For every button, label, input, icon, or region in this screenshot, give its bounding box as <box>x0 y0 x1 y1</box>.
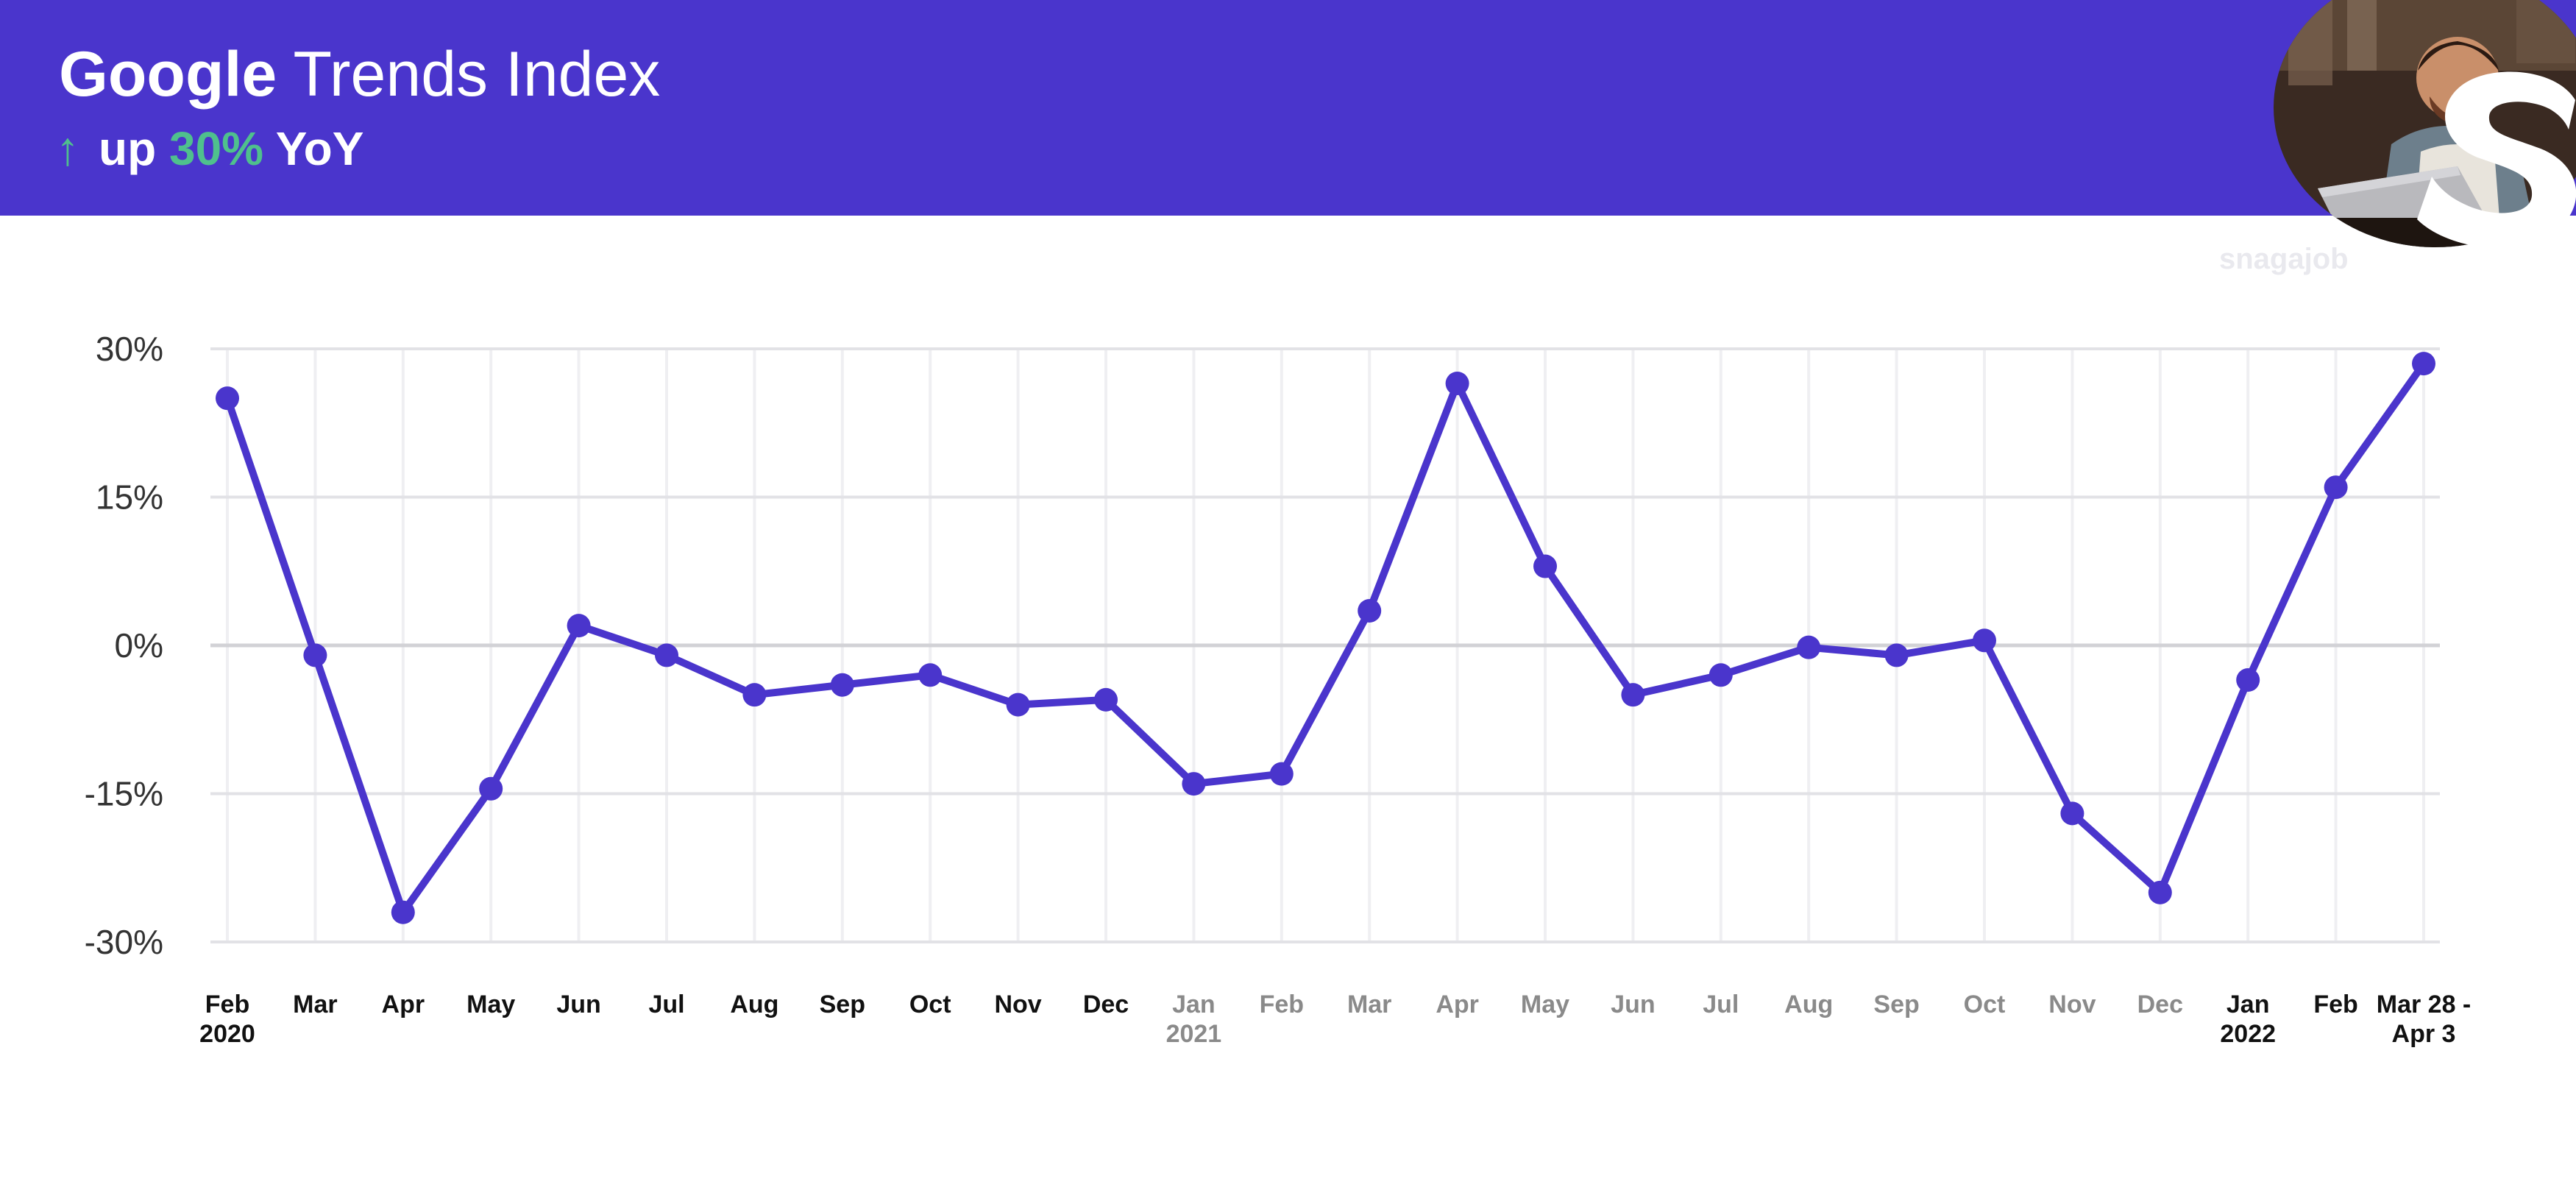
x-tick-label: Dec <box>2137 991 2183 1018</box>
data-point <box>918 663 943 687</box>
data-point <box>2324 475 2348 500</box>
data-point <box>2236 668 2260 692</box>
y-tick-label: -30% <box>85 923 163 961</box>
x-tick-label: Aug <box>730 991 778 1018</box>
data-point <box>216 386 239 411</box>
data-point <box>655 643 678 667</box>
snagajob-watermark: snagajob <box>2219 243 2349 275</box>
x-tick-label-line2: Apr 3 <box>2392 1020 2456 1048</box>
x-tick-label-line2: 2022 <box>2220 1020 2276 1048</box>
data-point <box>2060 801 2084 826</box>
x-tick-label: Jul <box>648 991 684 1018</box>
x-tick-label: Oct <box>909 991 951 1018</box>
y-tick-label: 30% <box>96 330 163 368</box>
data-point <box>567 614 591 638</box>
x-tick-label: Mar 28 - <box>2377 991 2472 1018</box>
x-tick-label: Mar <box>293 991 337 1018</box>
data-point <box>1797 635 1821 659</box>
x-tick-label: Aug <box>1784 991 1833 1018</box>
data-point <box>1709 663 1733 687</box>
subtitle-yoy: YoY <box>275 122 364 175</box>
data-point <box>1973 628 1996 653</box>
data-point <box>1445 372 1469 396</box>
data-point <box>1094 687 1118 712</box>
data-point <box>742 683 767 707</box>
subtitle-up: up <box>99 122 157 175</box>
data-point <box>391 900 415 924</box>
y-tick-label: 15% <box>96 478 163 517</box>
data-point <box>2412 352 2435 376</box>
data-point <box>303 643 327 667</box>
x-tick-label-line2: 2020 <box>199 1020 255 1048</box>
x-tick-label: Jun <box>556 991 600 1018</box>
x-tick-label: Feb <box>205 991 249 1018</box>
header-band <box>0 0 2576 216</box>
title-brand: Google <box>59 39 277 110</box>
x-tick-label: Dec <box>1083 991 1129 1018</box>
x-tick-label: Jun <box>1611 991 1655 1018</box>
x-tick-label: Feb <box>2313 991 2357 1018</box>
data-point <box>1006 692 1030 717</box>
data-point <box>1884 643 1909 667</box>
data-point <box>1358 598 1382 623</box>
x-tick-label: Jul <box>1703 991 1739 1018</box>
snagajob-logo-icon <box>2417 71 2576 248</box>
x-tick-label: Nov <box>2048 991 2096 1018</box>
x-tick-label: Nov <box>994 991 1041 1018</box>
x-tick-label: Sep <box>1873 991 1919 1018</box>
data-point <box>1269 762 1294 786</box>
data-point <box>1533 554 1557 578</box>
subtitle-percent: 30% <box>168 122 264 175</box>
x-tick-label: Sep <box>820 991 865 1018</box>
x-tick-label: Jan <box>2226 991 2270 1018</box>
up-arrow-icon: ↑ <box>56 122 79 175</box>
x-tick-label: May <box>466 991 515 1018</box>
data-point <box>1621 683 1645 707</box>
y-axis-tick-labels: 30% 15% 0% -15% -30% <box>85 330 163 961</box>
data-point <box>830 673 854 697</box>
x-tick-label: May <box>1521 991 1569 1018</box>
data-point <box>2148 880 2172 904</box>
horizontal-gridlines <box>210 347 2440 943</box>
data-point <box>479 776 503 801</box>
x-tick-label: Feb <box>1260 991 1304 1018</box>
yoy-subtitle: ↑ up 30% YoY <box>56 118 363 180</box>
x-tick-label: Apr <box>382 991 425 1018</box>
series-line <box>224 360 2427 916</box>
data-point <box>1182 772 1206 796</box>
x-tick-label: Jan <box>1172 991 1216 1018</box>
series-line-group <box>216 352 2435 924</box>
x-tick-label: Oct <box>1964 991 2006 1018</box>
y-tick-label: -15% <box>85 775 163 813</box>
x-tick-label-line2: 2021 <box>1166 1020 1222 1048</box>
title-rest: Trends Index <box>277 39 661 110</box>
page-title: Google Trends Index <box>59 31 660 118</box>
x-tick-label: Mar <box>1347 991 1391 1018</box>
x-tick-label: Apr <box>1436 991 1479 1018</box>
y-tick-label: 0% <box>115 626 163 665</box>
